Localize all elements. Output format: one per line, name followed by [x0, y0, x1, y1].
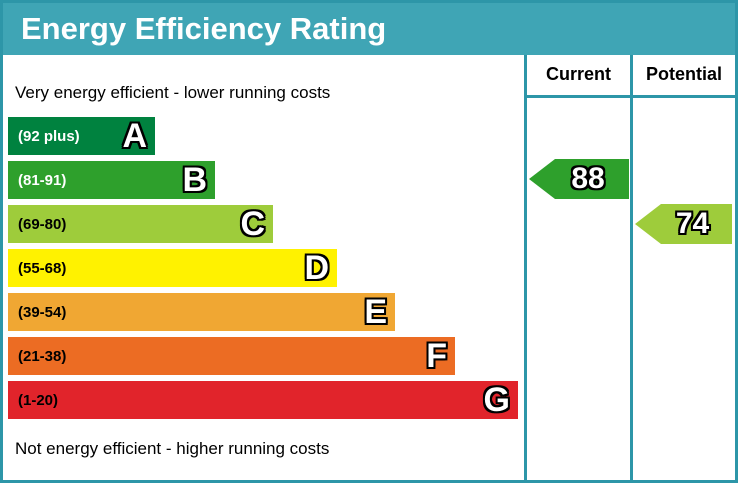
- chart-area: Current Potential Very energy efficient …: [3, 55, 735, 480]
- band-letter: E: [364, 293, 387, 331]
- band-row-a: (92 plus) A: [8, 117, 735, 155]
- band-range-label: (81-91): [18, 171, 67, 189]
- band-letter: D: [304, 249, 329, 287]
- band-range-label: (1-20): [18, 391, 59, 409]
- current-column-header: Current: [545, 64, 611, 84]
- band-row-d: (55-68) D: [8, 249, 735, 287]
- band-letter: A: [122, 117, 147, 155]
- band-bar-b: (81-91) B: [8, 161, 215, 199]
- band-range-label: (39-54): [18, 303, 67, 321]
- potential-rating-value: 74: [675, 207, 710, 240]
- band-row-c: (69-80) C: [8, 205, 735, 243]
- chart-title: Energy Efficiency Rating: [3, 3, 735, 55]
- band-range-label: (92 plus): [18, 127, 80, 145]
- band-range-label: (69-80): [18, 215, 67, 233]
- band-row-f: (21-38) F: [8, 337, 735, 375]
- bottom-note: Not energy efficient - higher running co…: [15, 439, 330, 458]
- top-note: Very energy efficient - lower running co…: [15, 83, 331, 102]
- bands-list: (92 plus) A (81-91) B (69-80) C (55-68): [3, 117, 735, 419]
- band-row-e: (39-54) E: [8, 293, 735, 331]
- band-row-g: (1-20) G: [8, 381, 735, 419]
- band-range-label: (55-68): [18, 259, 67, 277]
- band-bar-f: (21-38) F: [8, 337, 455, 375]
- band-letter: C: [240, 205, 265, 243]
- band-bar-d: (55-68) D: [8, 249, 337, 287]
- band-bar-a: (92 plus) A: [8, 117, 155, 155]
- band-letter: B: [182, 161, 207, 199]
- band-letter: G: [483, 381, 510, 419]
- potential-column-header: Potential: [645, 64, 722, 84]
- band-range-label: (21-38): [18, 347, 67, 365]
- band-row-b: (81-91) B: [8, 161, 735, 199]
- column-header-underline: [524, 95, 735, 98]
- potential-column-left-border: [630, 55, 633, 480]
- current-rating-value: 88: [571, 162, 605, 195]
- band-bar-c: (69-80) C: [8, 205, 273, 243]
- band-letter: F: [426, 337, 447, 375]
- band-bar-g: (1-20) G: [8, 381, 518, 419]
- current-column-left-border: [524, 55, 527, 480]
- band-bar-e: (39-54) E: [8, 293, 395, 331]
